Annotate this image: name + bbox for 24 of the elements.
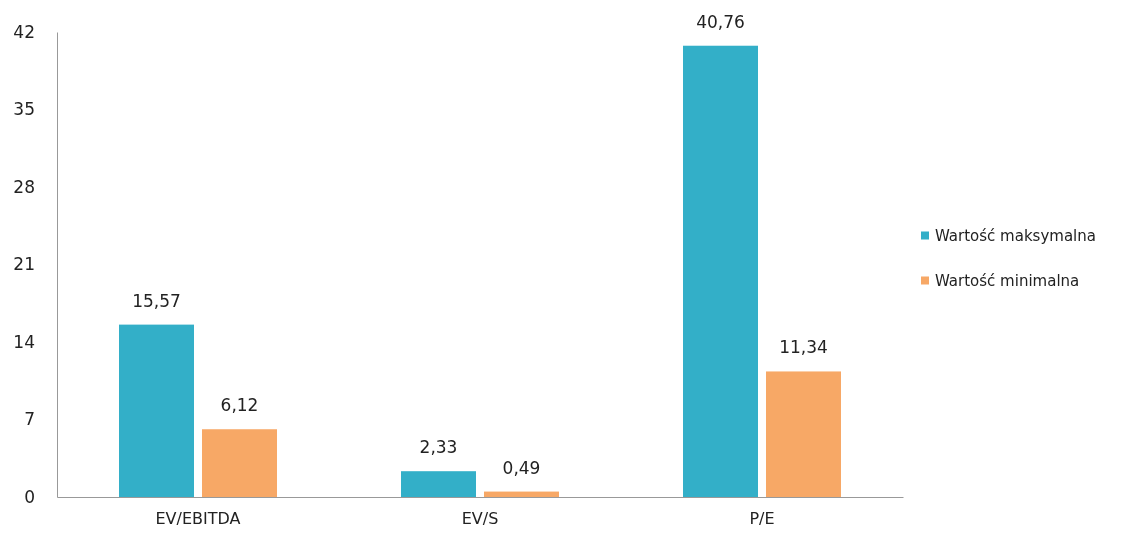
bar (683, 45, 758, 497)
y-tick-label: 35 (13, 99, 35, 120)
y-tick-label: 7 (24, 409, 35, 430)
bar (202, 429, 277, 497)
y-tick-label: 42 (13, 21, 35, 42)
y-tick-label: 21 (13, 254, 35, 275)
y-tick-label: 14 (13, 331, 35, 352)
data-label: 6,12 (220, 395, 259, 416)
x-tick-label: EV/EBITDA (155, 509, 241, 529)
bar (119, 324, 194, 497)
data-label: 2,33 (419, 437, 458, 458)
data-label: 0,49 (502, 457, 541, 478)
x-tick-label: P/E (749, 509, 775, 529)
legend-label: Wartość minimalna (935, 271, 1080, 290)
legend-label: Wartość maksymalna (935, 226, 1096, 245)
y-tick-label: 28 (13, 176, 35, 197)
data-label: 40,76 (696, 11, 745, 32)
x-tick-label: EV/S (461, 509, 499, 529)
data-label: 11,34 (779, 337, 828, 358)
bar (766, 371, 841, 497)
bar (401, 471, 476, 497)
data-label: 15,57 (132, 290, 181, 311)
y-tick-label: 0 (24, 486, 35, 507)
bar (484, 491, 559, 497)
